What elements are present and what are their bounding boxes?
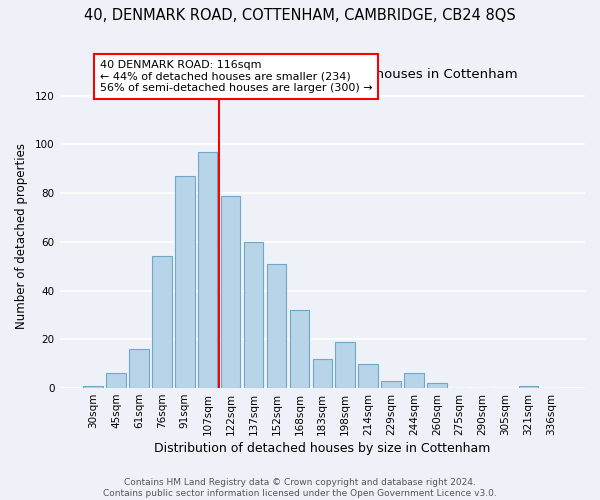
Bar <box>106 374 126 388</box>
X-axis label: Distribution of detached houses by size in Cottenham: Distribution of detached houses by size … <box>154 442 490 455</box>
Bar <box>381 381 401 388</box>
Y-axis label: Number of detached properties: Number of detached properties <box>15 142 28 328</box>
Text: Contains HM Land Registry data © Crown copyright and database right 2024.
Contai: Contains HM Land Registry data © Crown c… <box>103 478 497 498</box>
Title: Size of property relative to detached houses in Cottenham: Size of property relative to detached ho… <box>127 68 518 81</box>
Bar <box>198 152 217 388</box>
Bar <box>175 176 194 388</box>
Bar <box>290 310 309 388</box>
Bar <box>404 374 424 388</box>
Text: 40 DENMARK ROAD: 116sqm
← 44% of detached houses are smaller (234)
56% of semi-d: 40 DENMARK ROAD: 116sqm ← 44% of detache… <box>100 60 373 93</box>
Text: 40, DENMARK ROAD, COTTENHAM, CAMBRIDGE, CB24 8QS: 40, DENMARK ROAD, COTTENHAM, CAMBRIDGE, … <box>84 8 516 22</box>
Bar <box>335 342 355 388</box>
Bar <box>519 386 538 388</box>
Bar <box>221 196 241 388</box>
Bar <box>152 256 172 388</box>
Bar <box>267 264 286 388</box>
Bar <box>358 364 378 388</box>
Bar <box>313 359 332 388</box>
Bar <box>129 349 149 388</box>
Bar <box>83 386 103 388</box>
Bar <box>244 242 263 388</box>
Bar <box>427 383 446 388</box>
